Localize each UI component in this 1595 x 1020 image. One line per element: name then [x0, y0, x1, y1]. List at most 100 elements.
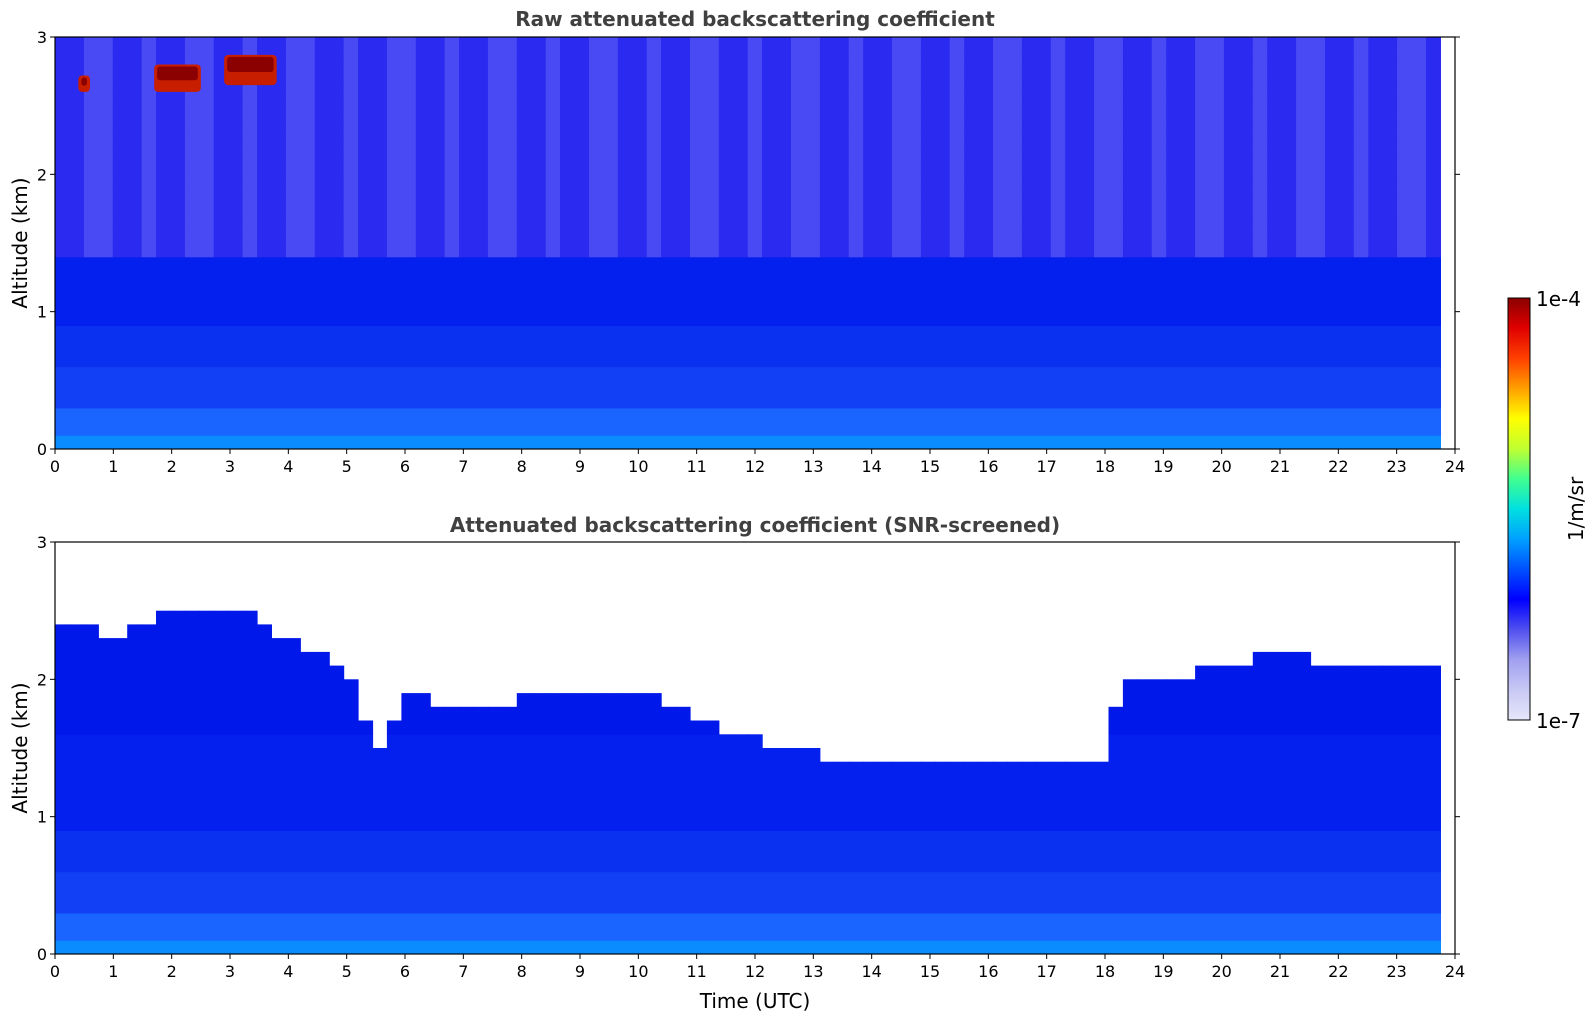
heatmap-cell [372, 256, 388, 271]
heatmap-cell [127, 174, 143, 189]
heatmap-cell [1252, 706, 1268, 722]
heatmap-cell [1310, 816, 1326, 831]
heatmap-cell [1411, 297, 1427, 313]
heatmap-cell [603, 775, 619, 790]
heatmap-cell [1122, 119, 1138, 134]
heatmap-cell [141, 899, 157, 914]
heatmap-cell [69, 105, 85, 120]
heatmap-cell [141, 297, 157, 313]
heatmap-cell [1368, 912, 1384, 928]
heatmap-cell [1411, 693, 1427, 708]
heatmap-cell [170, 243, 186, 258]
heatmap-cell [574, 91, 590, 107]
heatmap-cell [516, 64, 532, 79]
heatmap-cell [170, 133, 186, 148]
heatmap-cell [1238, 256, 1254, 271]
heatmap-cell [1151, 885, 1167, 900]
heatmap-cell [386, 899, 402, 914]
heatmap-cell [1382, 243, 1398, 258]
heatmap-cell [358, 215, 374, 230]
heatmap-cell [1180, 394, 1196, 409]
heatmap-cell [560, 761, 576, 776]
heatmap-cell [747, 146, 763, 162]
heatmap-cell [531, 720, 547, 735]
heatmap-cell [1281, 105, 1297, 120]
heatmap-cell [314, 899, 330, 914]
heatmap-cell [1122, 133, 1138, 148]
heatmap-cell [935, 871, 951, 886]
heatmap-cell [632, 871, 648, 886]
heatmap-cell [314, 802, 330, 818]
heatmap-cell [819, 78, 835, 93]
heatmap-cell [1397, 394, 1413, 409]
heatmap-cell [949, 380, 965, 395]
heatmap-cell [834, 775, 850, 790]
heatmap-cell [170, 679, 186, 694]
heatmap-cell [603, 394, 619, 409]
heatmap-cell [1382, 352, 1398, 368]
heatmap-cell [1382, 105, 1398, 120]
heatmap-cell [386, 229, 402, 244]
heatmap-cell [487, 146, 503, 162]
heatmap-cell [1223, 352, 1239, 368]
heatmap-cell [1281, 407, 1297, 423]
heatmap-cell [1310, 229, 1326, 244]
heatmap-cell [98, 748, 114, 763]
heatmap-cell [444, 160, 460, 175]
heatmap-cell [819, 119, 835, 134]
heatmap-cell [675, 64, 691, 79]
heatmap-cell [156, 339, 171, 354]
heatmap-cell [560, 435, 576, 449]
heatmap-cell [617, 201, 633, 217]
heatmap-cell [632, 748, 648, 763]
heatmap-cell [502, 926, 518, 941]
heatmap-cell [1094, 761, 1110, 776]
heatmap-cell [69, 912, 85, 928]
heatmap-cell [964, 380, 980, 395]
heatmap-cell [55, 665, 70, 680]
heatmap-cell [285, 816, 301, 831]
heatmap-cell [1108, 284, 1124, 299]
heatmap-cell [589, 188, 604, 203]
heatmap-cell [949, 215, 965, 230]
heatmap-cell [949, 105, 965, 120]
heatmap-cell [617, 50, 633, 65]
heatmap-cell [1353, 91, 1369, 107]
heatmap-cell [1310, 761, 1326, 776]
heatmap-cell [184, 256, 200, 271]
heatmap-cell [516, 105, 532, 120]
heatmap-cell [675, 215, 691, 230]
heatmap-cell [1267, 119, 1283, 134]
heatmap-cell [83, 229, 99, 244]
heatmap-cell [646, 940, 662, 954]
heatmap-cell [964, 284, 980, 299]
heatmap-cell [1397, 407, 1413, 423]
heatmap-cell [964, 366, 980, 381]
heatmap-cell [329, 229, 345, 244]
heatmap-cell [1339, 435, 1355, 449]
heatmap-cell [69, 421, 85, 436]
heatmap-cell [459, 926, 475, 941]
heatmap-cell [343, 229, 359, 244]
heatmap-cell [892, 188, 907, 203]
heatmap-cell [1281, 679, 1297, 694]
heatmap-cell [920, 885, 936, 900]
heatmap-cell [372, 844, 388, 859]
heatmap-cell [646, 339, 662, 354]
heatmap-cell [1281, 830, 1297, 845]
heatmap-cell [805, 215, 821, 230]
heatmap-cell [1223, 311, 1239, 326]
heatmap-cell [675, 435, 691, 449]
heatmap-cell [1209, 885, 1225, 900]
heatmap-cell [401, 64, 417, 79]
heatmap-cell [329, 188, 345, 203]
heatmap-cell [1411, 899, 1427, 914]
heatmap-cell [358, 50, 374, 65]
heatmap-cell [1397, 899, 1413, 914]
heatmap-cell [257, 407, 272, 423]
heatmap-cell [329, 380, 345, 395]
heatmap-cell [661, 174, 677, 189]
heatmap-cell [1137, 311, 1153, 326]
heatmap-cell [1223, 78, 1239, 93]
heatmap-cell [603, 243, 619, 258]
